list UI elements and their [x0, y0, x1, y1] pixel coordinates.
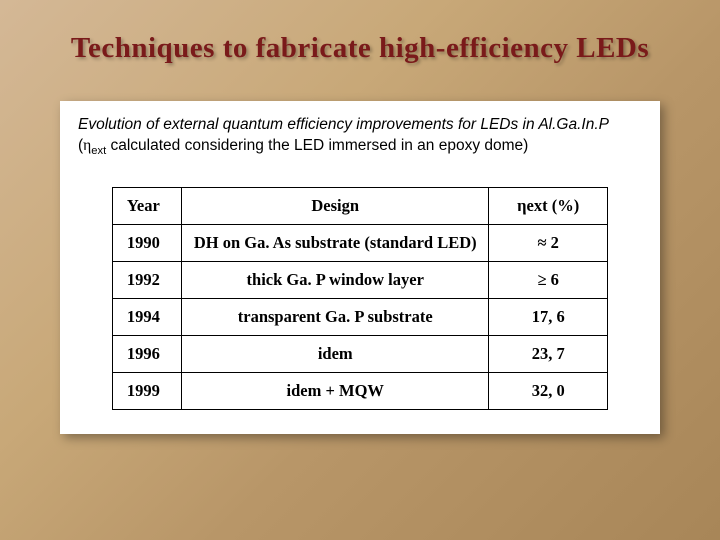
- cell-year: 1992: [112, 262, 181, 299]
- cell-design: idem: [182, 336, 489, 373]
- cell-design: idem + MQW: [182, 373, 489, 410]
- caption: Evolution of external quantum efficiency…: [78, 115, 642, 159]
- table-row: 1996 idem 23, 7: [112, 336, 607, 373]
- cell-year: 1999: [112, 373, 181, 410]
- table-row: 1990 DH on Ga. As substrate (standard LE…: [112, 225, 607, 262]
- eff-eta-sub: ext: [527, 196, 548, 215]
- caption-line1-pre: Evolution of external quantum efficiency…: [78, 116, 538, 133]
- cell-design: transparent Ga. P substrate: [182, 299, 489, 336]
- cell-design: thick Ga. P window layer: [182, 262, 489, 299]
- slide: Techniques to fabricate high-efficiency …: [0, 0, 720, 540]
- cell-eff: ≈ 2: [489, 225, 608, 262]
- col-header-design: Design: [182, 188, 489, 225]
- table-row: 1999 idem + MQW 32, 0: [112, 373, 607, 410]
- table-row: 1994 transparent Ga. P substrate 17, 6: [112, 299, 607, 336]
- table-row: 1992 thick Ga. P window layer ≥ 6: [112, 262, 607, 299]
- cell-year: 1994: [112, 299, 181, 336]
- cell-design: DH on Ga. As substrate (standard LED): [182, 225, 489, 262]
- cell-eff: 23, 7: [489, 336, 608, 373]
- eta-subscript: ext: [91, 145, 106, 157]
- cell-year: 1996: [112, 336, 181, 373]
- efficiency-table: Year Design ηext (%) 1990 DH on Ga. As s…: [112, 187, 608, 410]
- caption-line2-post: calculated considering the LED immersed …: [106, 137, 528, 154]
- cell-eff: ≥ 6: [489, 262, 608, 299]
- caption-material: Al.Ga.In.P: [538, 116, 609, 133]
- table-header-row: Year Design ηext (%): [112, 188, 607, 225]
- cell-year: 1990: [112, 225, 181, 262]
- col-header-efficiency: ηext (%): [489, 188, 608, 225]
- col-header-year: Year: [112, 188, 181, 225]
- slide-title: Techniques to fabricate high-efficiency …: [28, 32, 692, 65]
- cell-eff: 32, 0: [489, 373, 608, 410]
- eff-unit: (%): [548, 196, 580, 215]
- cell-eff: 17, 6: [489, 299, 608, 336]
- content-box: Evolution of external quantum efficiency…: [60, 101, 660, 434]
- eff-eta: η: [517, 196, 526, 215]
